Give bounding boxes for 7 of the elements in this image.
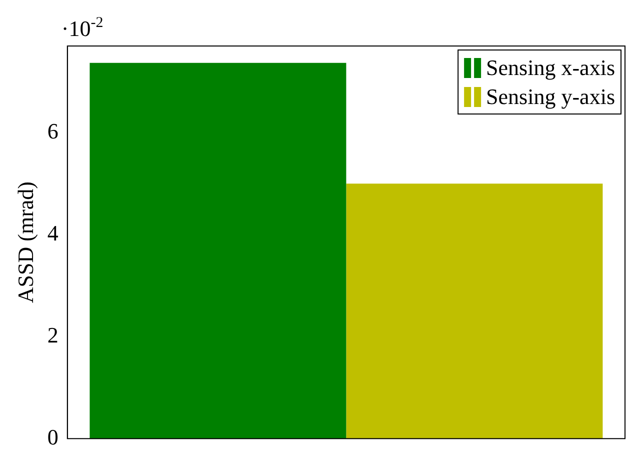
y-tick-label: 0 — [47, 424, 58, 450]
legend-label: Sensing x-axis — [486, 54, 616, 80]
y-tick-label: 2 — [47, 322, 58, 348]
y-axis-title: ASSD (mrad) — [12, 181, 38, 304]
y-tick-label: 4 — [47, 220, 58, 246]
legend-label: Sensing y-axis — [486, 84, 616, 109]
y-tick-label: 6 — [47, 118, 58, 144]
